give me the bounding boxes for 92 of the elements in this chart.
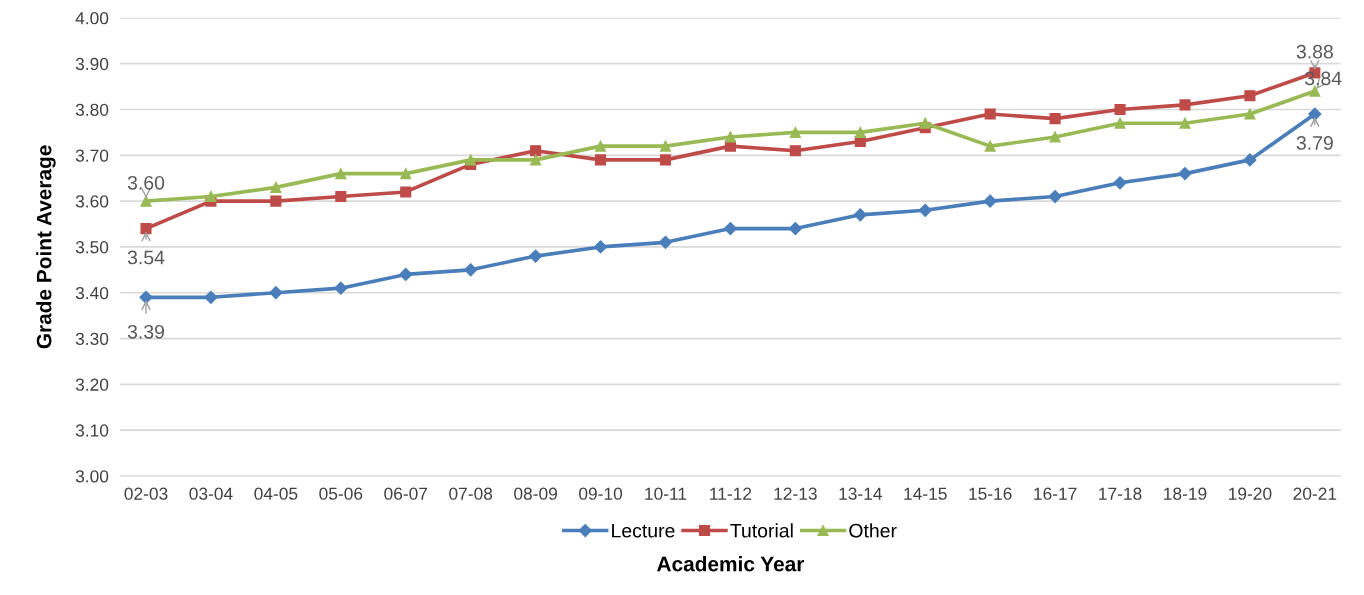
x-tick-label: 08-09	[514, 487, 557, 500]
point	[594, 140, 607, 152]
point	[659, 140, 672, 152]
point	[1178, 167, 1192, 181]
y-tick-label: 3.10	[75, 424, 109, 437]
point	[1179, 117, 1191, 129]
x-tick-label: 02-03	[124, 487, 168, 500]
point	[1114, 103, 1126, 116]
y-tick-label: 3.50	[75, 241, 109, 254]
point	[984, 108, 996, 120]
point	[919, 117, 931, 129]
point	[530, 145, 542, 157]
x-tick-label: 06-07	[384, 487, 428, 500]
x-tick-label: 07-08	[449, 487, 493, 500]
point	[1309, 85, 1321, 97]
x-tick-label: 12-13	[774, 487, 817, 500]
x-tick-label: 15-16	[969, 487, 1012, 500]
x-tick-label: 14-15	[904, 487, 947, 500]
point	[788, 222, 802, 236]
point	[724, 131, 736, 143]
legend-label: Lecture	[612, 523, 675, 538]
point	[464, 263, 478, 277]
legend-label: Tutorial	[730, 523, 793, 538]
y-axis-title: Grade Point Average	[36, 145, 56, 349]
y-tick-label: 3.70	[75, 149, 109, 162]
point	[1049, 131, 1061, 143]
y-tick-label: 3.00	[75, 470, 109, 483]
point	[400, 168, 412, 180]
annotation: 3.79	[1296, 136, 1333, 150]
point	[1114, 117, 1126, 129]
point	[529, 249, 543, 263]
point	[270, 181, 282, 193]
point	[1243, 153, 1257, 167]
x-tick-label: 05-06	[319, 487, 363, 500]
x-tick-label: 04-05	[254, 487, 298, 500]
point	[270, 195, 282, 207]
point	[1049, 113, 1061, 125]
point	[399, 267, 413, 282]
y-tick-label: 3.40	[75, 286, 109, 300]
annotation: 3.84	[1304, 71, 1342, 86]
y-tick-label: 4.00	[75, 12, 109, 25]
y-tick-label: 3.80	[75, 103, 109, 116]
annotation: 3.54	[127, 250, 165, 265]
point	[983, 194, 997, 208]
point	[1244, 108, 1256, 120]
x-tick-label: 18-19	[1164, 487, 1207, 500]
point	[335, 190, 347, 203]
x-tick-label: 11-12	[710, 487, 752, 500]
point	[789, 145, 801, 157]
y-tick-label: 3.30	[75, 332, 109, 346]
point	[465, 154, 477, 166]
point	[723, 222, 738, 236]
point	[139, 290, 153, 304]
point	[984, 140, 996, 152]
point	[853, 208, 867, 222]
x-tick-label: 19-20	[1229, 487, 1272, 500]
x-tick-label: 20-21	[1293, 487, 1337, 500]
point	[789, 126, 801, 138]
point	[530, 154, 542, 166]
point	[1113, 176, 1127, 190]
point	[658, 235, 673, 249]
x-tick-label: 09-10	[579, 487, 623, 500]
point	[140, 195, 152, 207]
y-tick-label: 3.60	[75, 195, 109, 208]
x-tick-label: 03-04	[189, 487, 233, 500]
point	[140, 223, 152, 235]
x-tick-label: 13-14	[839, 487, 882, 500]
point	[1179, 99, 1191, 111]
point	[1244, 90, 1256, 102]
y-tick-label: 3.20	[75, 378, 109, 391]
y-tick-label: 3.90	[75, 57, 109, 71]
point	[918, 203, 932, 217]
x-tick-label: 10-11	[645, 487, 687, 500]
legend-label: Other	[849, 523, 897, 538]
point	[269, 286, 283, 300]
point	[594, 154, 607, 166]
point	[593, 240, 608, 254]
point	[335, 168, 347, 180]
annotation: 3.88	[1296, 44, 1333, 59]
point	[1048, 189, 1062, 204]
point	[334, 281, 348, 295]
x-tick-label: 17-18	[1099, 487, 1142, 500]
x-axis-title: Academic Year	[657, 556, 805, 572]
x-tick-label: 16-17	[1034, 487, 1077, 500]
point	[204, 290, 218, 304]
point	[1308, 107, 1322, 121]
point	[659, 154, 672, 166]
annotation: 3.39	[127, 324, 165, 339]
point	[400, 186, 412, 198]
point	[205, 190, 217, 203]
point	[854, 126, 866, 138]
annotation: 3.60	[127, 175, 165, 190]
